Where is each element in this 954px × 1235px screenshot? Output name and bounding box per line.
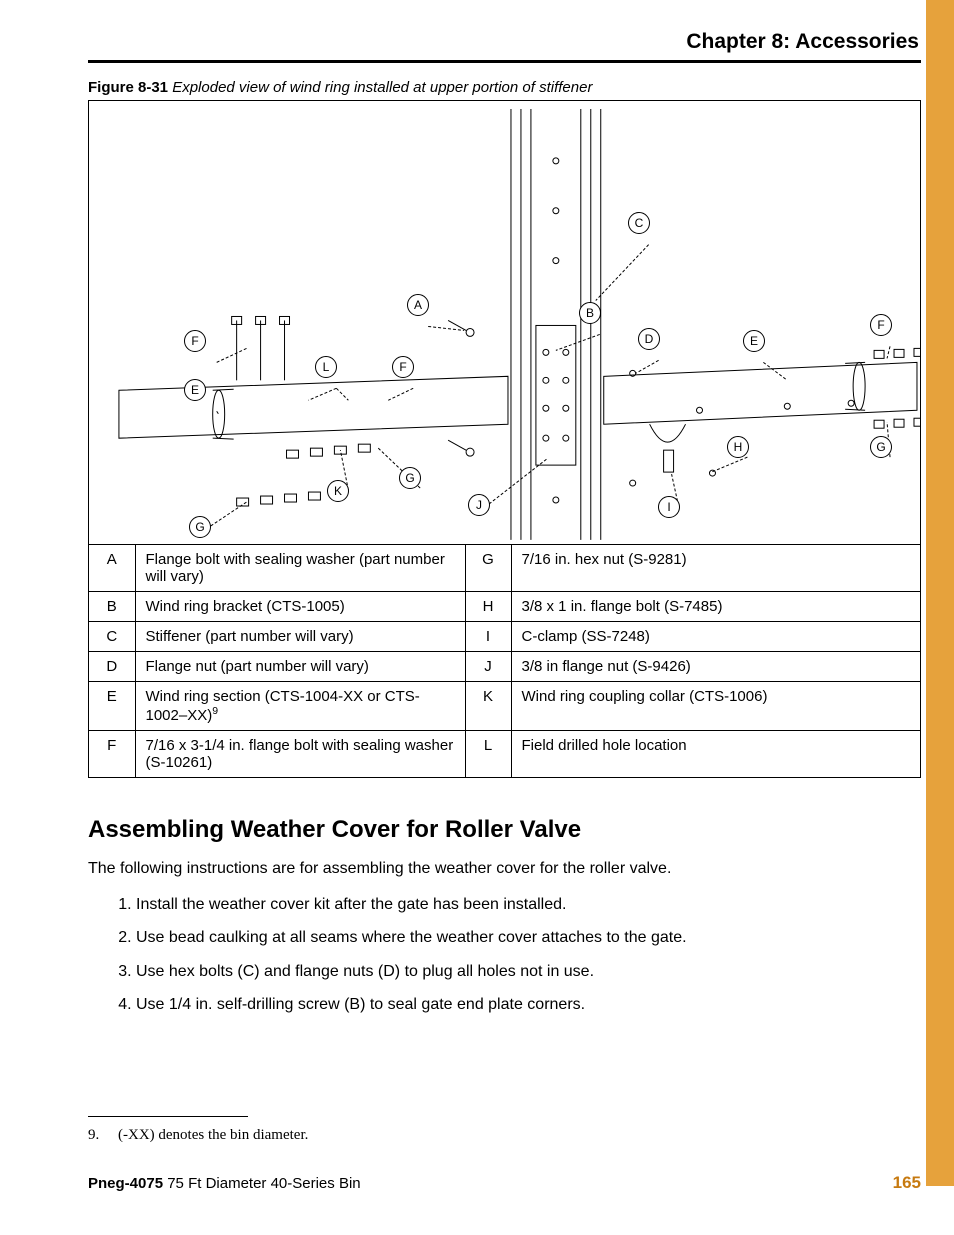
footer-doctitle: 75 Ft Diameter 40-Series Bin bbox=[163, 1175, 361, 1192]
legend-desc: Flange nut (part number will vary) bbox=[135, 652, 465, 682]
legend-key: L bbox=[465, 731, 511, 778]
footnote-number: 9. bbox=[88, 1127, 118, 1144]
steps-list: Install the weather cover kit after the … bbox=[88, 894, 921, 1016]
side-bar bbox=[926, 0, 954, 1186]
section-heading: Assembling Weather Cover for Roller Valv… bbox=[88, 816, 921, 844]
legend-row: AFlange bolt with sealing washer (part n… bbox=[89, 545, 920, 592]
legend-desc: 3/8 in flange nut (S-9426) bbox=[511, 652, 920, 682]
footer-docnum: Pneg-4075 bbox=[88, 1175, 163, 1192]
callout-B: B bbox=[579, 302, 601, 324]
chapter-title: Chapter 8: Accessories bbox=[88, 30, 921, 54]
legend-desc: Stiffener (part number will vary) bbox=[135, 622, 465, 652]
footnote-text: (-XX) denotes the bin diameter. bbox=[118, 1127, 308, 1144]
legend-desc: 3/8 x 1 in. flange bolt (S-7485) bbox=[511, 592, 920, 622]
legend-desc: C-clamp (SS-7248) bbox=[511, 622, 920, 652]
legend-desc: Field drilled hole location bbox=[511, 731, 920, 778]
callout-A: A bbox=[407, 294, 429, 316]
step-item: Install the weather cover kit after the … bbox=[136, 894, 921, 916]
callout-J: J bbox=[468, 494, 490, 516]
step-item: Use 1/4 in. self-drilling screw (B) to s… bbox=[136, 994, 921, 1016]
footer-doc: Pneg-4075 75 Ft Diameter 40-Series Bin bbox=[88, 1175, 361, 1192]
figure-box: ABCDEFEFFGGGHIJKL AFlange bolt with seal… bbox=[88, 100, 921, 778]
callout-F2: F bbox=[184, 330, 206, 352]
legend-key: G bbox=[465, 545, 511, 592]
footer-page: 165 bbox=[893, 1173, 921, 1193]
legend-desc: 7/16 in. hex nut (S-9281) bbox=[511, 545, 920, 592]
legend-row: BWind ring bracket (CTS-1005)H3/8 x 1 in… bbox=[89, 592, 920, 622]
callout-F1: F bbox=[870, 314, 892, 336]
callout-L: L bbox=[315, 356, 337, 378]
legend-table: AFlange bolt with sealing washer (part n… bbox=[89, 545, 920, 777]
legend-row: CStiffener (part number will vary)IC-cla… bbox=[89, 622, 920, 652]
callout-E1: E bbox=[743, 330, 765, 352]
legend-key: K bbox=[465, 682, 511, 731]
legend-key: B bbox=[89, 592, 135, 622]
legend-desc: Wind ring section (CTS-1004-XX or CTS-10… bbox=[135, 682, 465, 731]
header-rule bbox=[88, 60, 921, 63]
page-footer: Pneg-4075 75 Ft Diameter 40-Series Bin 1… bbox=[88, 1173, 921, 1193]
callout-D: D bbox=[638, 328, 660, 350]
callout-G3: G bbox=[189, 516, 211, 538]
callout-C: C bbox=[628, 212, 650, 234]
step-item: Use bead caulking at all seams where the… bbox=[136, 927, 921, 949]
callout-H: H bbox=[727, 436, 749, 458]
step-item: Use hex bolts (C) and flange nuts (D) to… bbox=[136, 961, 921, 983]
footnote-rule bbox=[88, 1116, 248, 1117]
callout-I: I bbox=[658, 496, 680, 518]
diagram-svg bbox=[89, 101, 920, 544]
legend-row: DFlange nut (part number will vary)J3/8 … bbox=[89, 652, 920, 682]
figure-title: Exploded view of wind ring installed at … bbox=[172, 79, 592, 96]
legend-desc: Flange bolt with sealing washer (part nu… bbox=[135, 545, 465, 592]
callout-G2: G bbox=[399, 467, 421, 489]
figure-caption: Figure 8-31 Exploded view of wind ring i… bbox=[88, 79, 921, 96]
figure-number: Figure 8-31 bbox=[88, 79, 168, 96]
legend-desc: 7/16 x 3-1/4 in. flange bolt with sealin… bbox=[135, 731, 465, 778]
legend-key: F bbox=[89, 731, 135, 778]
legend-key: E bbox=[89, 682, 135, 731]
legend-key: D bbox=[89, 652, 135, 682]
callout-E2: E bbox=[184, 379, 206, 401]
callout-F3: F bbox=[392, 356, 414, 378]
exploded-diagram: A B C D E F E F F G G G H I J K L bbox=[89, 101, 920, 545]
legend-row: F7/16 x 3-1/4 in. flange bolt with seali… bbox=[89, 731, 920, 778]
legend-key: C bbox=[89, 622, 135, 652]
legend-key: J bbox=[465, 652, 511, 682]
legend-key: H bbox=[465, 592, 511, 622]
section-intro: The following instructions are for assem… bbox=[88, 858, 921, 880]
legend-desc: Wind ring coupling collar (CTS-1006) bbox=[511, 682, 920, 731]
legend-key: A bbox=[89, 545, 135, 592]
legend-desc: Wind ring bracket (CTS-1005) bbox=[135, 592, 465, 622]
legend-key: I bbox=[465, 622, 511, 652]
callout-G1: G bbox=[870, 436, 892, 458]
footnote: 9. (-XX) denotes the bin diameter. bbox=[88, 1127, 921, 1144]
callout-K: K bbox=[327, 480, 349, 502]
legend-row: EWind ring section (CTS-1004-XX or CTS-1… bbox=[89, 682, 920, 731]
